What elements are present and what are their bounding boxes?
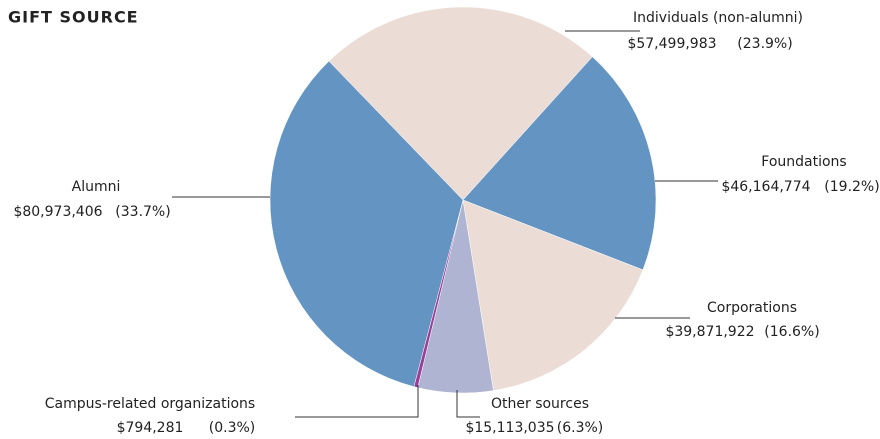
percentage-label: (19.2%) bbox=[824, 179, 879, 195]
value-label: $15,113,035 bbox=[465, 420, 554, 436]
percentage-label: (0.3%) bbox=[209, 420, 256, 436]
slice-label: Individuals (non-alumni) bbox=[633, 10, 803, 26]
value-label: $80,973,406 bbox=[13, 204, 102, 220]
value-label: $39,871,922 bbox=[665, 324, 754, 340]
slice-label: Campus-related organizations bbox=[45, 396, 255, 412]
percentage-label: (6.3%) bbox=[557, 420, 604, 436]
leader-line bbox=[456, 390, 480, 418]
slice-label: Alumni bbox=[72, 179, 121, 195]
value-label: $794,281 bbox=[117, 420, 184, 436]
percentage-label: (23.9%) bbox=[737, 36, 792, 52]
slice-label: Other sources bbox=[491, 396, 589, 412]
value-label: $57,499,983 bbox=[627, 36, 716, 52]
pie-slice bbox=[462, 199, 644, 391]
percentage-label: (16.6%) bbox=[764, 324, 819, 340]
leader-line bbox=[295, 385, 419, 418]
chart-title: GIFT SOURCE bbox=[8, 8, 139, 27]
slice-label: Corporations bbox=[707, 300, 797, 316]
slice-label: Foundations bbox=[761, 154, 846, 170]
value-label: $46,164,774 bbox=[721, 179, 810, 195]
pie-slice bbox=[462, 56, 657, 271]
percentage-label: (33.7%) bbox=[115, 204, 170, 220]
pie-slice bbox=[328, 6, 593, 201]
pie-slice bbox=[269, 60, 464, 387]
